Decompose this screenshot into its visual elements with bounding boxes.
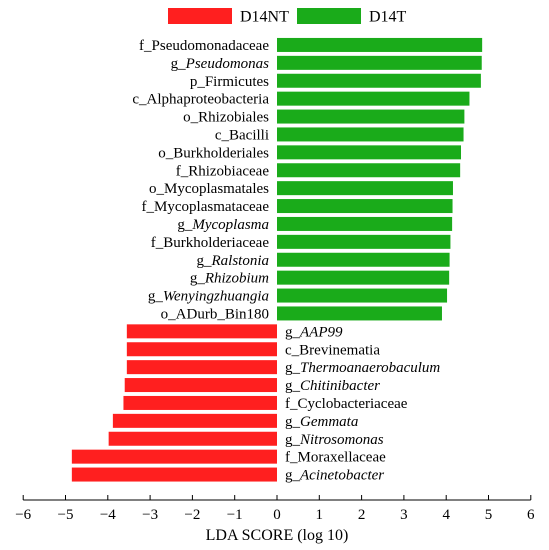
- label-acinetobacter: g_Acinetobacter: [285, 468, 384, 484]
- x-tick-label: −2: [184, 507, 200, 523]
- legend-swatch-d14t: [297, 8, 361, 24]
- x-tick-label: 3: [400, 507, 408, 523]
- label-pseudomonadaceae: f_Pseudomonadaceae: [139, 38, 269, 54]
- bar-burkholderiales: [277, 145, 462, 160]
- bar-pseudomonas: [277, 55, 482, 70]
- x-axis-title: LDA SCORE (log 10): [206, 527, 349, 544]
- x-axis: −6 −5 −4 −3 −2 −1 0 1 2 3 4 5 6: [15, 495, 535, 523]
- label-rhizobiales: o_Rhizobiales: [183, 110, 269, 126]
- legend-label-d14t: D14T: [369, 9, 407, 26]
- bar-brevinematia: [126, 342, 278, 357]
- bar-gemmata: [112, 413, 277, 428]
- bar-alphaproteobacteria: [277, 91, 470, 106]
- label-thermoanaerobaculum: g_Thermoanaerobaculum: [285, 360, 440, 376]
- bar-pseudomonadaceae: [277, 37, 483, 52]
- label-alphaproteobacteria: c_Alphaproteobacteria: [132, 92, 269, 108]
- x-tick-label: −6: [15, 507, 31, 523]
- bar-firmicutes: [277, 73, 481, 88]
- label-ralstonia: g_Ralstonia: [196, 253, 269, 269]
- bar-nitrosomonas: [108, 431, 278, 446]
- bars-layer: [71, 37, 483, 482]
- label-aap99: g_AAP99: [285, 324, 343, 340]
- x-tick-label: 6: [527, 507, 535, 523]
- x-tick-label: 5: [485, 507, 493, 523]
- label-bacilli: c_Bacilli: [215, 127, 269, 143]
- label-moraxellaceae: f_Moraxellaceae: [285, 450, 386, 466]
- bar-acinetobacter: [71, 467, 277, 482]
- label-firmicutes: p_Firmicutes: [190, 74, 269, 90]
- label-brevinematia: c_Brevinematia: [285, 342, 380, 358]
- bar-thermoanaerobaculum: [126, 360, 278, 375]
- bar-chitinibacter: [124, 378, 277, 393]
- legend-swatch-d14nt: [168, 8, 232, 24]
- label-mycoplasmatales: o_Mycoplasmatales: [149, 181, 269, 197]
- label-rhizobiaceae: f_Rhizobiaceae: [176, 163, 270, 179]
- label-burkholderiales: o_Burkholderiales: [158, 145, 269, 161]
- bar-burkholderiaceae: [277, 234, 451, 249]
- x-tick-label: −1: [227, 507, 243, 523]
- x-tick-label: −4: [100, 507, 116, 523]
- bar-cyclobacteriaceae: [123, 395, 278, 410]
- bar-rhizobium: [277, 270, 450, 285]
- bar-bacilli: [277, 127, 464, 142]
- bar-adurb-bin180: [277, 306, 442, 321]
- label-mycoplasmataceae: f_Mycoplasmataceae: [142, 199, 270, 215]
- label-burkholderiaceae: f_Burkholderiaceae: [151, 235, 270, 251]
- label-chitinibacter: g_Chitinibacter: [285, 378, 380, 394]
- x-tick-label: 0: [273, 507, 281, 523]
- label-wenyingzhuangia: g_Wenyingzhuangia: [148, 289, 269, 305]
- bar-mycoplasmataceae: [277, 199, 453, 214]
- legend: D14NT D14T: [168, 8, 407, 26]
- labels-layer: f_Pseudomonadaceae g_Pseudomonas p_Firmicu…: [132, 38, 440, 484]
- label-adurb-bin180: o_ADurb_Bin180: [161, 306, 269, 322]
- label-gemmata: g_Gemmata: [285, 414, 358, 430]
- label-pseudomonas: g_Pseudomonas: [171, 56, 269, 72]
- bar-wenyingzhuangia: [277, 288, 448, 303]
- label-cyclobacteriaceae: f_Cyclobacteriaceae: [285, 396, 408, 412]
- bar-mycoplasmatales: [277, 181, 453, 196]
- x-tick-label: 4: [442, 507, 450, 523]
- x-tick-label: −3: [142, 507, 158, 523]
- bar-rhizobiales: [277, 109, 465, 124]
- bar-ralstonia: [277, 252, 450, 267]
- legend-label-d14nt: D14NT: [240, 9, 289, 26]
- x-tick-label: −5: [58, 507, 74, 523]
- bar-mycoplasma: [277, 216, 453, 231]
- bar-moraxellaceae: [71, 449, 277, 464]
- label-nitrosomonas: g_Nitrosomonas: [285, 432, 384, 448]
- label-rhizobium: g_Rhizobium: [190, 271, 269, 287]
- x-tick-label: 2: [358, 507, 366, 523]
- x-tick-label: 1: [316, 507, 324, 523]
- bar-aap99: [126, 324, 278, 339]
- label-mycoplasma: g_Mycoplasma: [177, 217, 269, 233]
- bar-rhizobiaceae: [277, 163, 461, 178]
